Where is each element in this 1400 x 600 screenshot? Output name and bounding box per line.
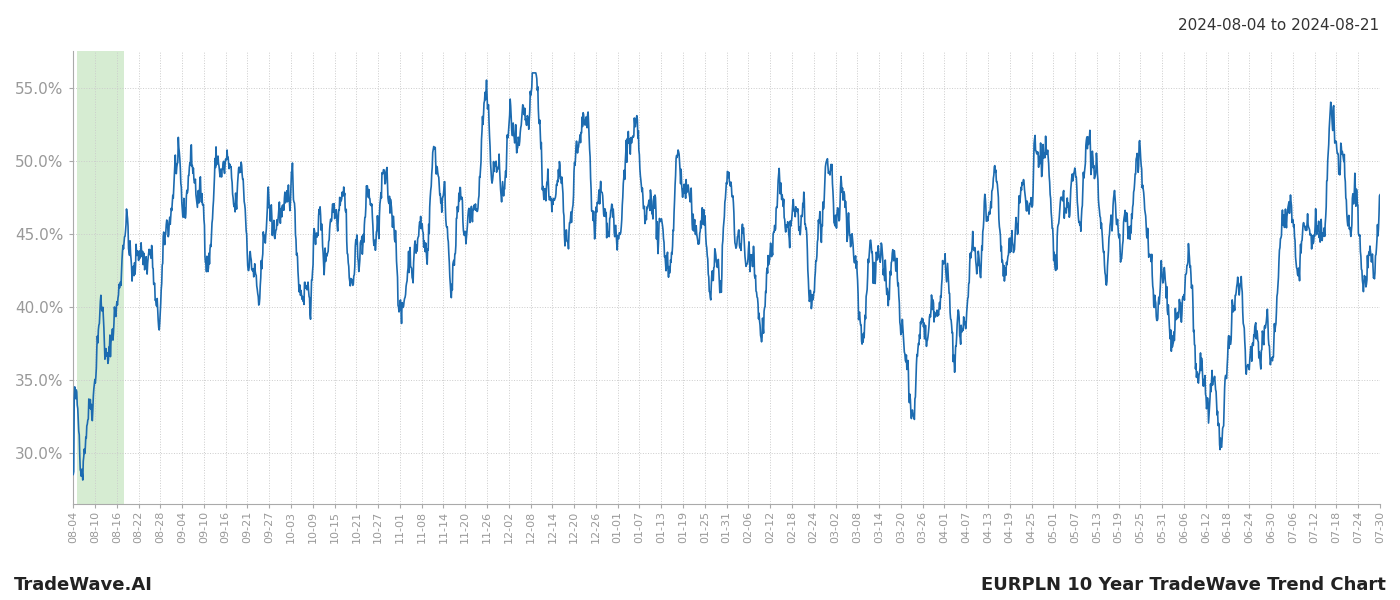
Text: 2024-08-04 to 2024-08-21: 2024-08-04 to 2024-08-21 <box>1177 18 1379 33</box>
Text: EURPLN 10 Year TradeWave Trend Chart: EURPLN 10 Year TradeWave Trend Chart <box>981 576 1386 594</box>
Bar <box>77 51 123 503</box>
Text: TradeWave.AI: TradeWave.AI <box>14 576 153 594</box>
